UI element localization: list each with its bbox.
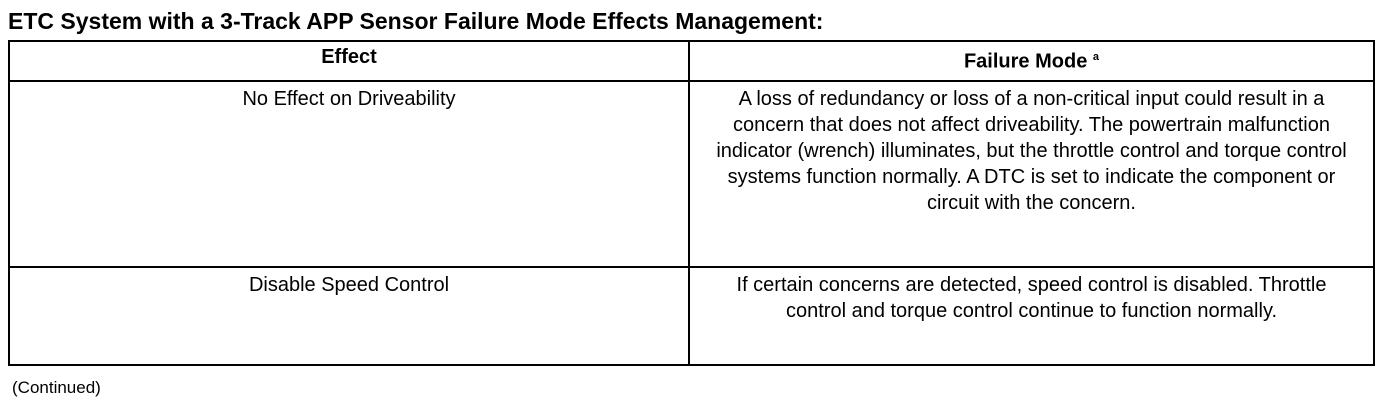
table-header: Effect Failure Mode a	[8, 40, 1375, 82]
continued-note: (Continued)	[12, 378, 101, 397]
header-effect: Effect	[8, 40, 690, 82]
table-row: Disable Speed Control If certain concern…	[8, 266, 1375, 366]
table-row: No Effect on Driveability A loss of redu…	[8, 80, 1375, 268]
footnote-mark: a	[1092, 51, 1100, 63]
failure-mode-cell: A loss of redundancy or loss of a non-cr…	[688, 80, 1375, 268]
header-failure-mode-label: Failure Mode	[963, 50, 1088, 73]
page-title: ETC System with a 3-Track APP Sensor Fai…	[8, 8, 824, 34]
failure-mode-cell: If certain concerns are detected, speed …	[688, 266, 1375, 366]
effect-cell: Disable Speed Control	[8, 266, 690, 366]
failure-mode-table: Effect Failure Mode a No Effect on Drive…	[8, 40, 1375, 366]
header-failure-mode: Failure Mode a	[688, 40, 1375, 82]
effect-cell: No Effect on Driveability	[8, 80, 690, 268]
